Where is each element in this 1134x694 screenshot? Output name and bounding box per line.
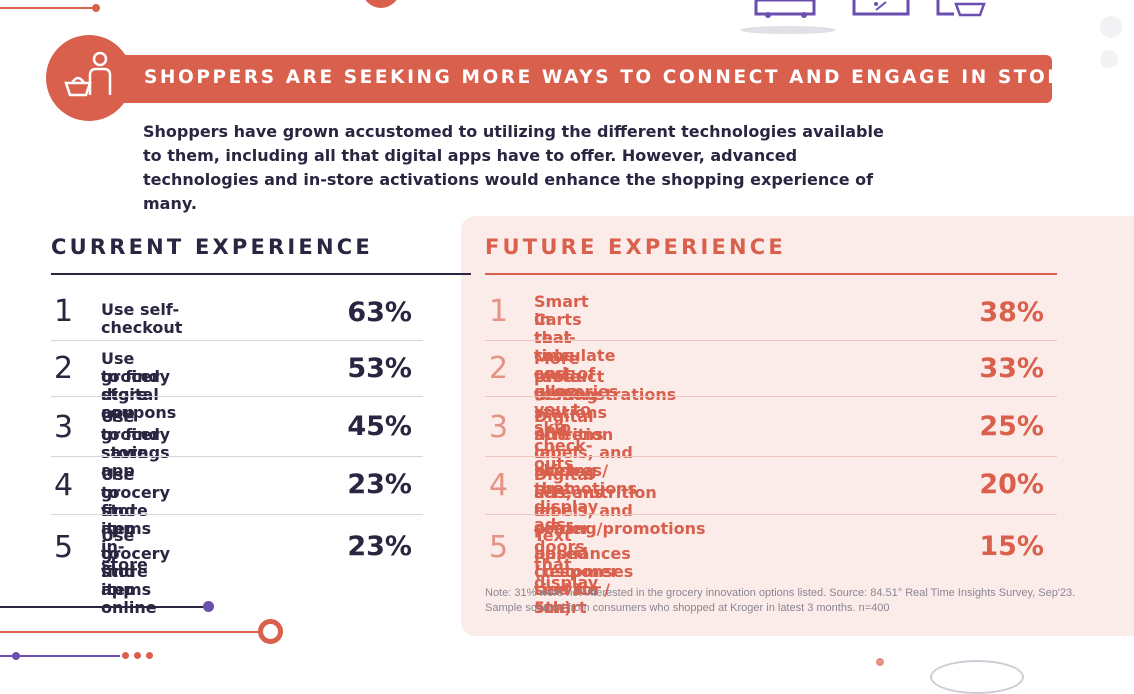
tag-screen-icon xyxy=(852,0,910,16)
decor-half-circle xyxy=(362,0,400,8)
decor-line-bottom-2 xyxy=(0,631,260,633)
decor-dot-right-2 xyxy=(1100,50,1118,68)
decor-ring-bottom xyxy=(258,619,283,644)
row-divider xyxy=(51,340,423,341)
rank-number: 1 xyxy=(54,294,74,329)
rank-number: 3 xyxy=(489,410,509,445)
item-label-line2: product demonstrations xyxy=(534,367,677,404)
current-title-rule xyxy=(51,273,471,275)
item-label-line2: to find items in-store xyxy=(101,483,152,574)
decor-dot-bottom-3d xyxy=(146,652,153,659)
decor-dot-bottom-3b xyxy=(122,652,129,659)
shopper-basket-icon xyxy=(64,51,112,97)
shopper-badge xyxy=(46,35,132,121)
item-percent: 23% xyxy=(347,469,412,500)
item-percent: 38% xyxy=(979,297,1044,328)
item-label-line2: to find digital coupons xyxy=(101,367,177,422)
item-percent: 25% xyxy=(979,411,1044,442)
row-divider xyxy=(51,514,423,515)
future-title-rule xyxy=(485,273,1057,275)
item-label-line2: nutrition labels, and pricing / promotio… xyxy=(534,425,638,498)
item-percent: 20% xyxy=(979,469,1044,500)
current-title: CURRENT EXPERIENCE xyxy=(51,235,373,259)
item-percent: 53% xyxy=(347,353,412,384)
rank-number: 4 xyxy=(489,468,509,503)
decor-dot-bottom-3a xyxy=(12,652,20,660)
row-divider xyxy=(485,396,1057,397)
item-percent: 23% xyxy=(347,531,412,562)
basket-screen-icon xyxy=(936,0,986,17)
row-divider xyxy=(51,396,423,397)
item-label-line2: appliances (responses tied for 5th) xyxy=(534,544,634,617)
item-label-line2: ads, nutrition labels, and pricing/promo… xyxy=(534,483,706,538)
decor-dot-bottom-1 xyxy=(203,601,214,612)
rank-number: 5 xyxy=(489,530,509,565)
item-percent: 63% xyxy=(347,297,412,328)
row-divider xyxy=(485,456,1057,457)
rank-number: 2 xyxy=(54,351,74,386)
cart-icon xyxy=(740,0,836,34)
item-label-line1: Use grocery store app xyxy=(101,526,170,599)
item-label-line1: More taste-testing stations and xyxy=(534,349,608,440)
banner-title: SHOPPERS ARE SEEKING MORE WAYS TO CONNEC… xyxy=(144,67,1080,88)
decor-arc-bottom-right xyxy=(930,660,1024,694)
item-label-line1: Use grocery store app xyxy=(101,349,170,422)
item-label-line1: Text based customer service / smart xyxy=(534,526,619,617)
item-percent: 33% xyxy=(979,353,1044,384)
item-percent: 45% xyxy=(347,411,412,442)
row-divider xyxy=(485,514,1057,515)
item-label-line2: to find savings xyxy=(101,425,170,462)
decor-line-top xyxy=(0,7,96,9)
item-label-line1: Use self-checkout xyxy=(101,300,183,337)
source-note: Note: 31% were not interested in the gro… xyxy=(485,587,1076,614)
item-label-line1: Use grocery store app xyxy=(101,407,170,480)
rank-number: 2 xyxy=(489,351,509,386)
intro-paragraph: Shoppers have grown accustomed to utiliz… xyxy=(143,122,884,213)
rank-number: 1 xyxy=(489,294,509,329)
decor-dot-bottom-right xyxy=(876,658,884,666)
header-banner: SHOPPERS ARE SEEKING MORE WAYS TO CONNEC… xyxy=(92,55,1077,103)
future-panel xyxy=(461,216,1134,636)
item-label-line1: Use grocery store app xyxy=(101,465,170,538)
item-label-line1: Digital screens on shelves that display … xyxy=(534,407,604,534)
item-label-line1: Digital screens on cooler doors that dis… xyxy=(534,465,604,592)
future-title: FUTURE EXPERIENCE xyxy=(485,235,786,259)
rank-number: 4 xyxy=(54,468,74,503)
decor-dot-top xyxy=(92,4,100,12)
row-divider xyxy=(485,340,1057,341)
decor-line-bottom-1 xyxy=(0,606,206,608)
decor-dot-bottom-3c xyxy=(134,652,141,659)
rank-number: 3 xyxy=(54,410,74,445)
row-divider xyxy=(51,456,423,457)
rank-number: 5 xyxy=(54,530,74,565)
decor-line-bottom-3 xyxy=(0,655,120,657)
decor-dot-right-1 xyxy=(1100,16,1122,38)
item-percent: 15% xyxy=(979,531,1044,562)
